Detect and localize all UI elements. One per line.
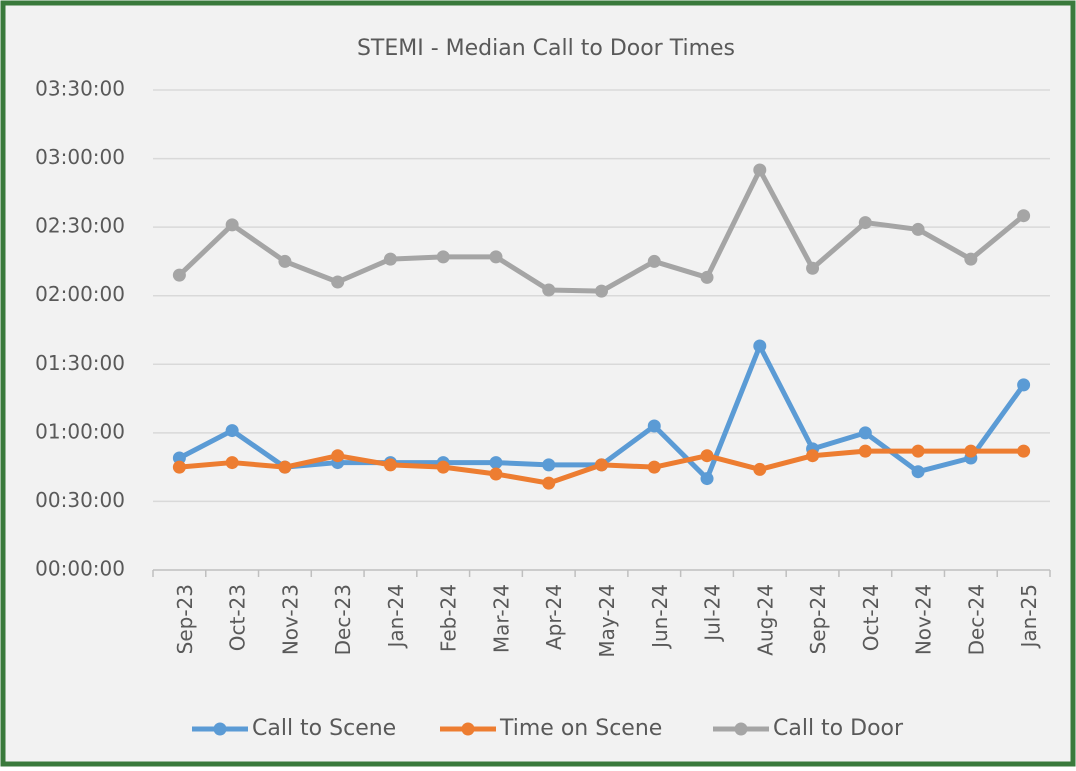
- data-point: [964, 444, 978, 458]
- x-tick-label: Mar-24: [489, 584, 513, 653]
- x-tick-label: Dec-23: [331, 584, 355, 655]
- x-tick-label: Jan-24: [384, 584, 408, 650]
- x-tick-label: Jul-24: [701, 584, 725, 643]
- data-point: [753, 163, 767, 177]
- x-tick-label: Sep-23: [173, 584, 197, 654]
- data-point: [1017, 378, 1031, 392]
- data-point: [700, 472, 714, 486]
- x-tick-label: Aug-24: [753, 584, 777, 656]
- data-point: [911, 444, 925, 458]
- y-tick-label: 02:00:00: [35, 282, 125, 306]
- legend-label: Time on Scene: [499, 716, 662, 741]
- data-point: [542, 476, 556, 490]
- x-tick-label: Jun-24: [648, 584, 672, 650]
- y-tick-label: 03:00:00: [35, 145, 125, 169]
- data-point: [964, 252, 978, 266]
- data-point: [806, 449, 820, 463]
- data-point: [383, 458, 397, 472]
- data-point: [1017, 444, 1031, 458]
- y-tick-label: 01:30:00: [35, 351, 125, 375]
- data-point: [595, 284, 608, 298]
- legend-label: Call to Door: [773, 716, 904, 741]
- legend-label: Call to Scene: [252, 716, 396, 741]
- x-tick-label: Apr-24: [542, 584, 566, 650]
- data-point: [436, 460, 450, 474]
- data-point: [911, 222, 925, 236]
- legend-marker: [213, 722, 227, 736]
- data-point: [647, 254, 661, 268]
- data-point: [858, 444, 872, 458]
- y-tick-label: 00:30:00: [35, 488, 125, 512]
- x-tick-label: May-24: [595, 584, 619, 658]
- data-point: [331, 275, 345, 289]
- legend-marker: [734, 722, 748, 736]
- data-point: [595, 458, 608, 472]
- chart-title: STEMI - Median Call to Door Times: [357, 36, 735, 61]
- data-point: [647, 419, 661, 433]
- y-tick-label: 00:00:00: [35, 557, 125, 581]
- y-tick-label: 03:30:00: [35, 77, 125, 101]
- legend-marker: [461, 722, 475, 736]
- x-tick-label: Nov-24: [912, 584, 936, 655]
- data-point: [278, 460, 292, 474]
- data-point: [225, 424, 239, 438]
- data-point: [911, 465, 925, 479]
- data-point: [700, 449, 714, 463]
- data-point: [858, 216, 872, 230]
- data-point: [753, 339, 767, 353]
- data-point: [383, 252, 397, 266]
- data-point: [700, 270, 714, 284]
- data-point: [753, 462, 767, 476]
- data-point: [858, 426, 872, 440]
- data-point: [331, 449, 345, 463]
- y-tick-label: 01:00:00: [35, 419, 125, 443]
- data-point: [225, 218, 239, 232]
- x-tick-label: Dec-24: [964, 584, 988, 655]
- data-point: [1017, 209, 1031, 223]
- data-point: [806, 261, 820, 275]
- data-point: [489, 250, 503, 264]
- x-tick-label: Oct-24: [859, 584, 883, 651]
- data-point: [172, 451, 186, 465]
- x-tick-label: Oct-23: [226, 584, 250, 651]
- data-point: [489, 467, 503, 481]
- data-point: [489, 456, 503, 470]
- y-tick-label: 02:30:00: [35, 214, 125, 238]
- x-tick-label: Feb-24: [437, 584, 461, 652]
- x-tick-label: Sep-24: [806, 584, 830, 654]
- data-point: [542, 283, 556, 297]
- data-point: [172, 268, 186, 282]
- x-tick-label: Nov-23: [278, 584, 302, 655]
- data-point: [278, 254, 292, 268]
- x-tick-label: Jan-25: [1017, 584, 1041, 650]
- data-point: [436, 250, 450, 264]
- data-point: [225, 456, 239, 470]
- data-point: [647, 460, 661, 474]
- data-point: [542, 458, 556, 472]
- data-point: [172, 460, 186, 474]
